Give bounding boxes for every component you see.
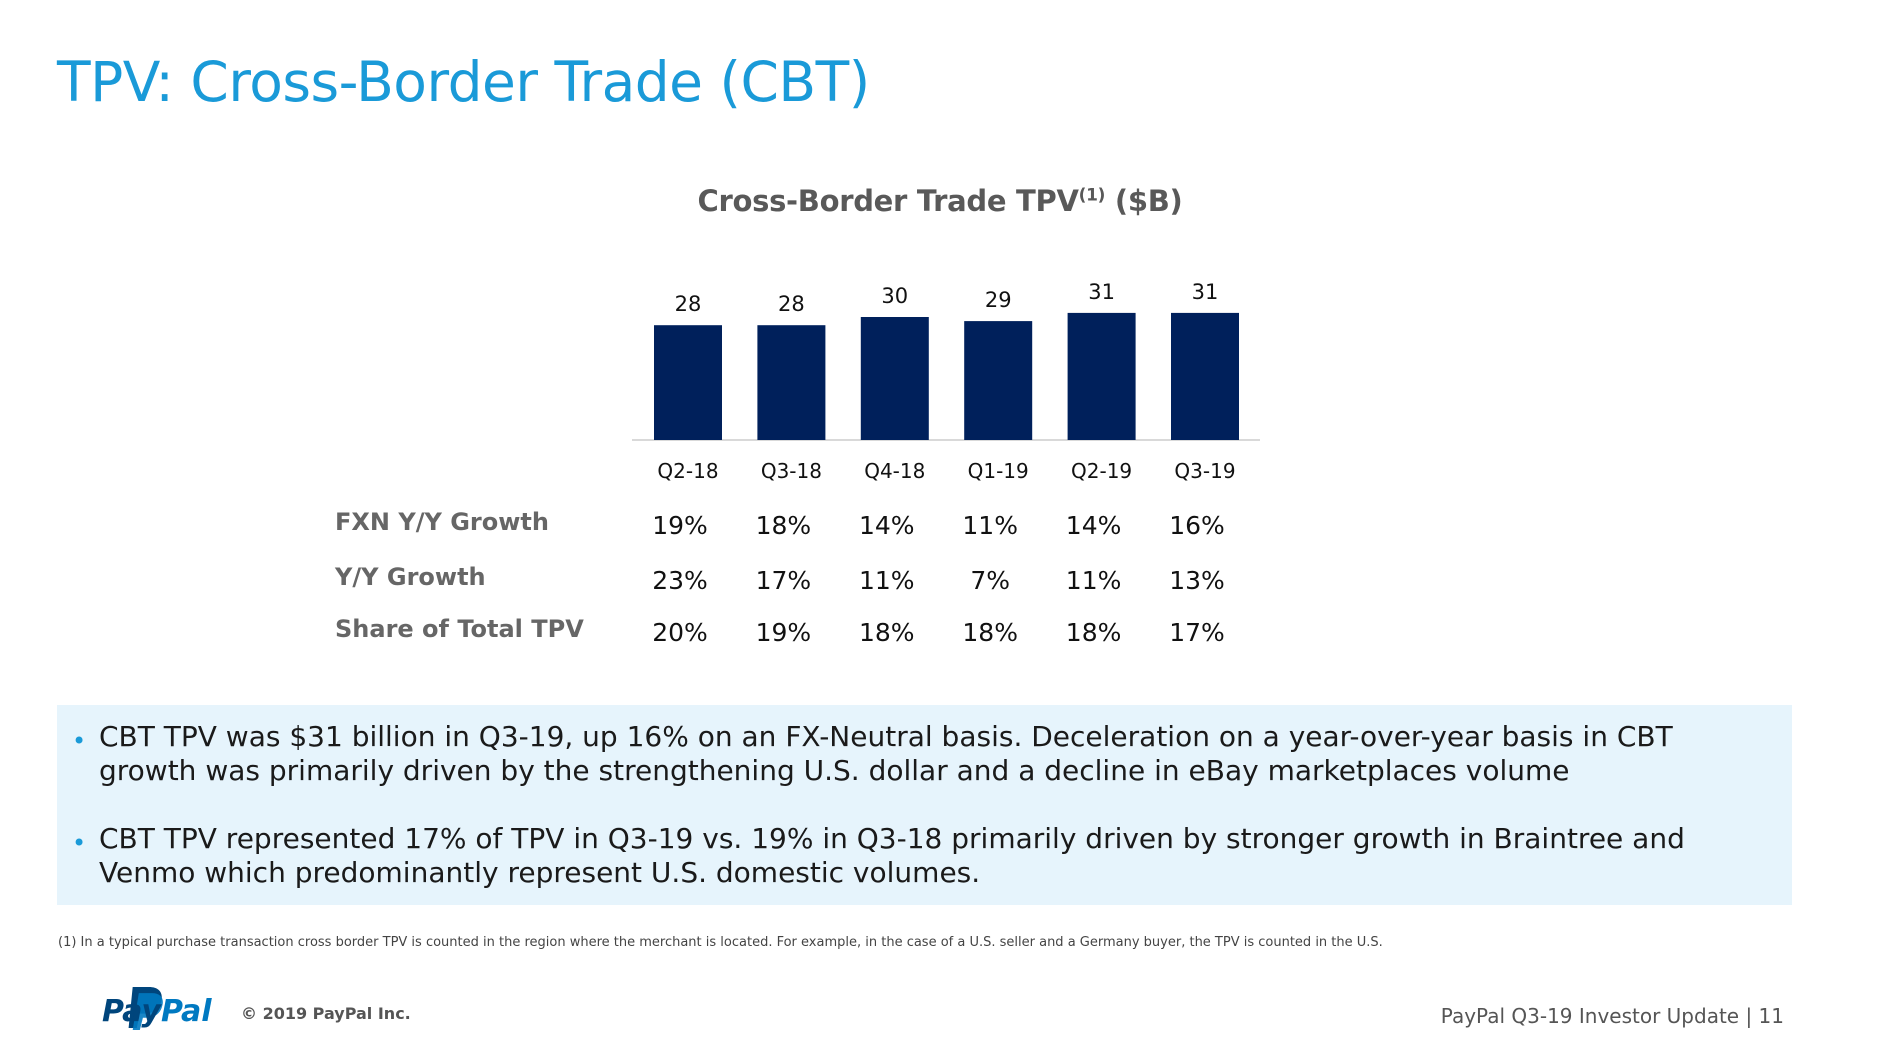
bullet-text: CBT TPV was $31 billion in Q3-19, up 16%… xyxy=(99,720,1673,787)
metric-cell: 19% xyxy=(652,511,708,540)
metric-cell: 14% xyxy=(859,511,915,540)
bar-value-label: 31 xyxy=(1192,280,1219,304)
metric-cell: 18% xyxy=(755,511,812,540)
wordmark-pal: Pal xyxy=(160,994,212,1029)
bar-Q2-19 xyxy=(1067,312,1136,440)
x-tick-label: Q2-19 xyxy=(1071,459,1132,483)
metric-cell: 7% xyxy=(970,566,1011,595)
bullet-marker: • xyxy=(72,727,87,755)
metric-cell: 18% xyxy=(962,618,1018,647)
metric-cell: 23% xyxy=(652,566,708,595)
chart-title-footnote-ref: (1) xyxy=(1078,185,1106,206)
metric-cell: 17% xyxy=(1169,618,1225,647)
bullet-marker: • xyxy=(72,829,87,857)
bar-Q2-18 xyxy=(654,325,722,440)
metric-cell: 19% xyxy=(755,618,812,647)
bullet-text: CBT TPV represented 17% of TPV in Q3-19 … xyxy=(99,822,1685,889)
metric-row-label: FXN Y/Y Growth xyxy=(335,508,549,536)
bar-chart: 28 Q2-18 28 Q3-18 30 Q4-18 29 Q1-19 31 Q2-19 31 Q3-… xyxy=(632,280,1260,483)
bar-value-label: 31 xyxy=(1088,280,1115,304)
metric-cell: 11% xyxy=(962,511,1018,540)
bar-Q3-18 xyxy=(757,325,826,440)
x-tick-label: Q2-18 xyxy=(657,459,718,483)
metric-row-label: Share of Total TPV xyxy=(335,615,584,643)
copyright: © 2019 PayPal Inc. xyxy=(241,1004,411,1023)
chart-title-unit: ($B) xyxy=(1105,184,1183,218)
page-footer: PayPal Q3-19 Investor Update | 11 xyxy=(1440,1004,1784,1028)
metric-row-label: Y/Y Growth xyxy=(335,563,486,591)
x-tick-label: Q3-18 xyxy=(761,459,822,483)
x-tick-label: Q4-18 xyxy=(864,459,925,483)
metric-cell: 18% xyxy=(1065,618,1122,647)
footnote: (1) In a typical purchase transaction cr… xyxy=(58,935,1383,950)
paypal-logo-icon xyxy=(128,987,163,1030)
chart-title: Cross-Border Trade TPV(1) ($B) xyxy=(640,184,1240,218)
chart-title-main: Cross-Border Trade TPV xyxy=(697,184,1079,218)
bar-value-label: 29 xyxy=(985,288,1012,312)
paypal-wordmark: PayPal xyxy=(102,994,212,1029)
bar-Q1-19 xyxy=(964,321,1033,440)
bar-Q3-19 xyxy=(1171,312,1239,440)
slide-title: TPV: Cross-Border Trade (CBT) xyxy=(57,50,870,114)
metric-cell: 17% xyxy=(755,566,812,595)
bar-value-label: 28 xyxy=(778,292,805,316)
metric-cell: 11% xyxy=(859,566,915,595)
metric-cell: 13% xyxy=(1169,566,1225,595)
wordmark-pay: Pay xyxy=(102,994,161,1029)
bar-value-label: 30 xyxy=(881,284,908,308)
metric-cell: 20% xyxy=(652,618,708,647)
x-tick-label: Q1-19 xyxy=(968,459,1029,483)
commentary-box: • CBT TPV was $31 billion in Q3-19, up 1… xyxy=(57,705,1792,905)
metric-cell: 16% xyxy=(1169,511,1225,540)
metric-cell: 11% xyxy=(1065,566,1122,595)
bar-Q4-18 xyxy=(860,317,929,440)
metric-cell: 18% xyxy=(859,618,915,647)
bar-value-label: 28 xyxy=(675,292,702,316)
x-tick-label: Q3-19 xyxy=(1174,459,1235,483)
metric-cell: 14% xyxy=(1065,511,1122,540)
